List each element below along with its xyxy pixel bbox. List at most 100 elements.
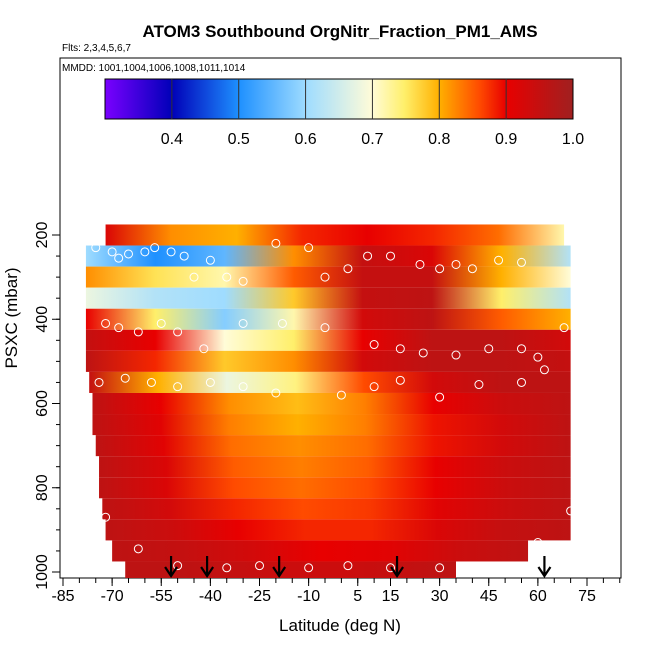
observation-point <box>467 264 477 274</box>
colorbar-tick-label: 0.9 <box>495 131 517 148</box>
observation-point <box>120 373 130 383</box>
y-tick-label: 800 <box>34 474 51 501</box>
observation-point <box>343 264 353 274</box>
y-tick-label: 200 <box>34 222 51 249</box>
heatmap-row <box>85 287 571 309</box>
observation-point <box>415 259 425 269</box>
y-tick-label: 400 <box>34 306 51 333</box>
observation-point <box>451 259 461 269</box>
colorbar-tick-label: 0.6 <box>294 131 316 148</box>
observation-point <box>277 318 287 328</box>
heatmap-row <box>102 498 571 520</box>
observation-point <box>101 318 111 328</box>
dates-subtitle: MMDD: 1001,1004,1006,1008,1011,1014 <box>62 63 246 74</box>
x-tick-label: 60 <box>529 588 547 605</box>
observation-point <box>320 323 330 333</box>
y-axis-label: PSXC (mbar) <box>2 267 21 368</box>
observation-point <box>114 253 124 263</box>
observation-point <box>517 344 526 354</box>
heatmap-row <box>99 456 571 478</box>
observation-point <box>474 380 484 390</box>
colorbar-tick-label: 0.5 <box>228 131 250 148</box>
heatmap-row <box>105 224 565 246</box>
x-axis: -85 -70 -55 -40 -25 -10 5 15 30 45 60 75 <box>51 578 621 605</box>
heatmap-row <box>92 392 571 415</box>
observation-point <box>395 375 405 385</box>
observation-point <box>494 255 504 265</box>
observation-point <box>559 323 569 333</box>
observation-point <box>140 247 150 257</box>
observation-point <box>395 344 405 354</box>
observation-point <box>133 544 143 554</box>
observation-point <box>238 276 248 286</box>
x-tick-label: 45 <box>480 588 498 605</box>
observation-point <box>304 563 314 573</box>
observation-point <box>566 506 576 516</box>
observation-point <box>386 251 395 261</box>
heatmap-row <box>99 477 571 499</box>
observation-point <box>369 340 379 350</box>
chart-title: ATOM3 Southbound OrgNitr_Fraction_PM1_AM… <box>142 22 537 41</box>
observation-point <box>238 382 248 392</box>
x-axis-label: Latitude (deg N) <box>279 616 401 635</box>
heatmap <box>85 224 571 578</box>
observation-point <box>205 255 215 265</box>
observation-point <box>101 512 111 522</box>
observation-point <box>271 238 281 248</box>
observation-point <box>369 382 379 392</box>
observation-point <box>173 382 183 392</box>
observation-point <box>435 264 445 274</box>
flights-subtitle: Flts: 2,3,4,5,6,7 <box>62 43 131 54</box>
observation-point <box>533 538 543 548</box>
y-tick-label: 600 <box>34 390 51 417</box>
x-tick-label: -85 <box>51 588 74 605</box>
observation-point <box>386 563 395 573</box>
heatmap-row <box>112 540 529 562</box>
observation-point <box>179 251 189 261</box>
observation-point <box>114 323 124 333</box>
colorbar-tick-label: 1.0 <box>562 131 584 148</box>
observation-point <box>205 377 215 387</box>
observation-point <box>271 388 281 398</box>
observation-point <box>484 344 494 354</box>
colorbar-tick-label: 0.4 <box>161 131 183 148</box>
heatmap-row <box>95 435 571 457</box>
observation-point <box>107 247 117 257</box>
x-tick-label: -10 <box>297 588 320 605</box>
observation-point <box>517 377 526 387</box>
observation-point <box>320 272 330 282</box>
colorbar-tick-label: 0.8 <box>428 131 450 148</box>
flight-arrow-head <box>537 566 552 578</box>
y-tick-label: 1000 <box>34 554 51 590</box>
observation-point <box>222 563 232 573</box>
heatmap-row <box>105 519 571 541</box>
observation-point <box>533 352 543 362</box>
observation-point <box>173 561 183 571</box>
observation-point <box>91 243 101 253</box>
observation-point <box>343 561 353 571</box>
heatmap-row <box>85 329 571 351</box>
observation-point <box>166 247 176 257</box>
observation-point <box>336 390 346 400</box>
flight-arrow-head <box>200 566 215 578</box>
x-tick-label: -40 <box>199 588 222 605</box>
x-tick-label: -25 <box>248 588 271 605</box>
observation-point <box>238 318 248 328</box>
observation-point <box>363 251 373 261</box>
heatmap-row <box>92 414 571 436</box>
observation-point <box>189 272 199 282</box>
colorbar-tick-label: 0.7 <box>361 131 383 148</box>
y-axis: 200 400 600 800 1000 <box>34 222 60 590</box>
observation-point <box>255 561 264 571</box>
observation-point <box>94 377 104 387</box>
observation-point <box>199 344 209 354</box>
heatmap-row <box>85 266 571 288</box>
observation-point <box>146 377 156 387</box>
observation-point <box>156 318 166 328</box>
flight-arrow-head <box>164 566 178 578</box>
heatmap-row <box>89 371 571 393</box>
observation-point <box>222 272 232 282</box>
flight-arrows <box>164 556 552 578</box>
flight-arrow-head <box>272 566 287 578</box>
